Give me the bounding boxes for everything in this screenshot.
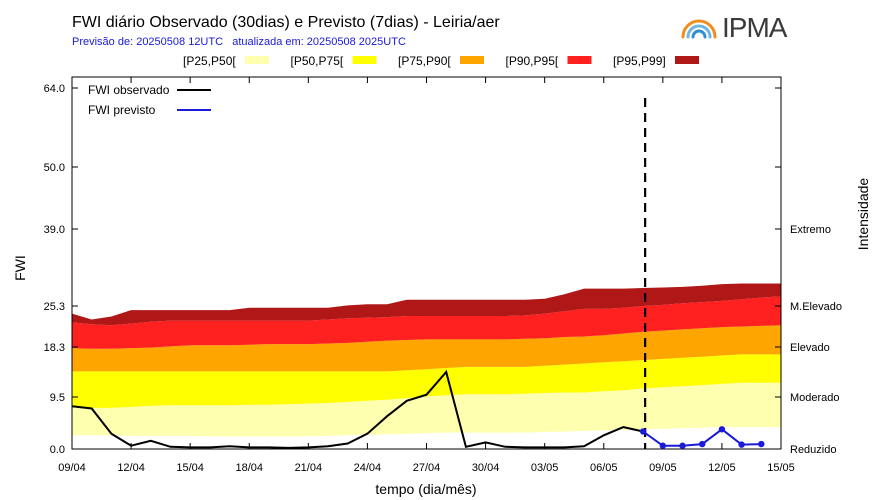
- chart-title: FWI diário Observado (30dias) e Previsto…: [72, 14, 500, 31]
- band-legend-label: [P95,P99]: [613, 54, 666, 68]
- series-legend: FWI observado FWI previsto: [88, 83, 211, 117]
- chart-subtitle: Previsão de: 20250508 12UTC atualizada e…: [72, 36, 406, 48]
- y-tick-label: 0.0: [50, 444, 65, 456]
- plot-area: 0.0 9.5 18.3 25.3 39.0 50.0 64.0 09/04 12/04 15/0…: [44, 76, 842, 474]
- band-legend-swatch: [567, 56, 592, 64]
- ipma-logo: IPMA: [681, 12, 789, 43]
- intensity-label: Extremo: [790, 224, 831, 236]
- y-tick-label: 50.0: [44, 162, 65, 174]
- band-legend-swatch: [245, 56, 269, 64]
- band-legend: [P25,P50[ [P50,P75[ [P75,P90[ [P90,P95[ [P95…: [183, 54, 699, 68]
- forecast-point: [679, 442, 686, 449]
- right-axis-label: Intensidade: [855, 178, 871, 251]
- x-tick-label: 15/04: [176, 462, 204, 474]
- x-tick-label: 18/04: [235, 462, 263, 474]
- band-p75-p90: [72, 325, 781, 372]
- x-tick-label: 15/05: [767, 462, 795, 474]
- forecast-point: [718, 426, 726, 433]
- y-tick-label: 9.5: [50, 392, 65, 404]
- x-tick-label: 06/05: [590, 462, 618, 474]
- y-tick-label: 39.0: [44, 224, 65, 236]
- y-tick-label: 25.3: [44, 301, 65, 313]
- ipma-logo-icon: [681, 19, 717, 39]
- band-legend-label: [P75,P90[: [398, 54, 451, 68]
- band-legend-swatch: [460, 56, 484, 64]
- x-tick-label: 24/04: [354, 462, 382, 474]
- forecast-point: [738, 441, 745, 448]
- y-axis-label: FWI: [12, 255, 28, 281]
- intensity-label: M.Elevado: [790, 301, 842, 313]
- band-legend-label: [P50,P75[: [291, 54, 344, 68]
- y-tick-label: 18.3: [44, 342, 65, 354]
- band-p50-p75: [72, 354, 781, 408]
- forecast-point: [699, 440, 706, 448]
- x-tick-label: 27/04: [413, 462, 441, 474]
- intensity-label: Reduzido: [790, 444, 836, 456]
- forecast-point: [758, 440, 765, 448]
- band-legend-swatch: [675, 56, 699, 64]
- x-tick-label: 12/04: [117, 462, 145, 474]
- forecast-point: [659, 442, 667, 449]
- forecast-point: [639, 428, 647, 435]
- x-axis-label: tempo (dia/mês): [375, 481, 476, 497]
- x-tick-label: 30/04: [472, 462, 500, 474]
- band-legend-label: [P25,P50[: [183, 54, 236, 68]
- series-legend-label: FWI previsto: [88, 103, 156, 117]
- series-legend-label: FWI observado: [88, 83, 170, 97]
- x-tick-label: 09/04: [58, 462, 86, 474]
- intensity-label: Moderado: [790, 392, 840, 404]
- band-p95-p99: [72, 283, 781, 326]
- band-p90-p95: [72, 296, 781, 349]
- x-tick-label: 09/05: [649, 462, 677, 474]
- intensity-label: Elevado: [790, 342, 830, 354]
- band-legend-label: [P90,P95[: [506, 54, 559, 68]
- x-tick-label: 03/05: [531, 462, 559, 474]
- y-tick-label: 64.0: [44, 83, 65, 95]
- band-legend-swatch: [352, 56, 377, 64]
- x-tick-label: 12/05: [708, 462, 736, 474]
- ipma-logo-text: IPMA: [722, 12, 788, 43]
- band-p25-p50: [72, 382, 781, 437]
- x-tick-label: 21/04: [295, 462, 323, 474]
- observed-line: [71, 369, 644, 449]
